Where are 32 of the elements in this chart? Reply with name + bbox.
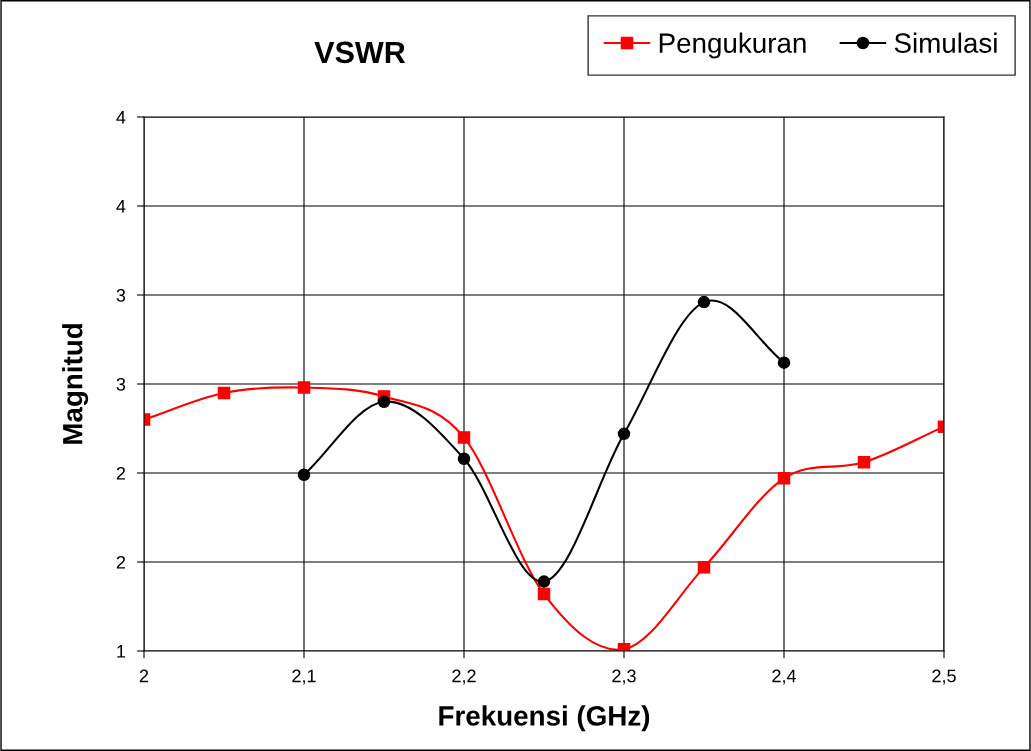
point [537, 575, 551, 588]
point [777, 356, 791, 369]
point [217, 386, 231, 400]
point [457, 431, 471, 444]
x-tick-label: 2 [139, 669, 149, 683]
y-tick-label: 3 [116, 288, 126, 302]
y-tick-label: 4 [116, 111, 126, 124]
x-tick-label: 2,1 [292, 669, 316, 685]
point [537, 587, 551, 601]
y-tick-label: 1 [117, 645, 126, 658]
point [457, 452, 471, 466]
point [777, 472, 791, 485]
y-tick-label: 4 [116, 200, 126, 213]
chart-title: VSWR [314, 41, 406, 64]
legend-label: Simulasi [894, 32, 997, 53]
point [377, 395, 391, 409]
x-tick-label: 2,3 [612, 669, 636, 685]
x-tick-label: 2,4 [772, 669, 797, 685]
legend-label: Pengukuran [659, 32, 806, 59]
x-tick-label: 2,5 [932, 669, 956, 685]
point [297, 468, 311, 482]
point [697, 295, 711, 309]
point [617, 427, 631, 441]
y-tick-label: 2 [116, 466, 126, 480]
y-tick-label: 3 [116, 377, 126, 391]
y-tick-label: 2 [116, 555, 126, 569]
point [697, 561, 711, 574]
x-axis-title: Frekuensi (GHz) [439, 705, 650, 732]
point [857, 456, 871, 469]
x-tick-label: 2,2 [452, 669, 476, 685]
y-axis-title: Magnitud [62, 324, 89, 444]
point [297, 381, 311, 394]
